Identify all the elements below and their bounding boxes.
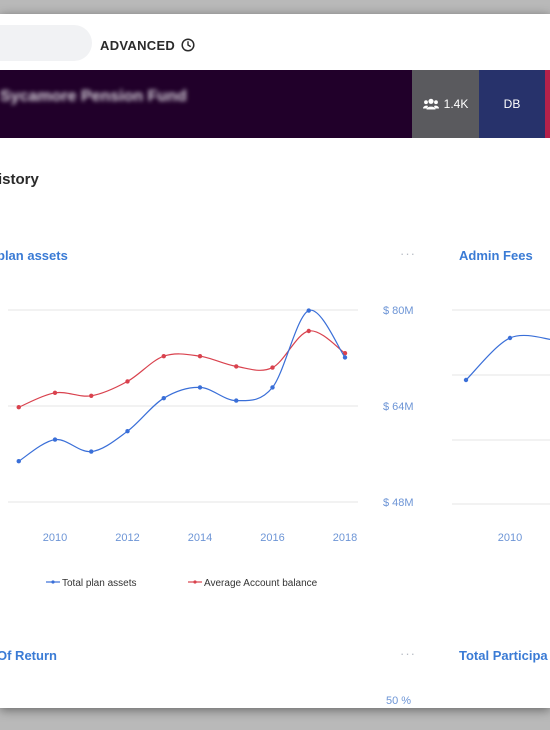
y-tick-label: 50 %: [386, 695, 411, 707]
series-line: [18, 309, 346, 462]
y-tick-label: $ 64M: [383, 401, 414, 413]
legend-label: Average Account balance: [204, 578, 318, 589]
plan-assets-chart: $ 80M $ 64M $ 48M 2010 2012 2014 2016 2018 Total…: [8, 305, 414, 589]
x-tick-label: 2016: [260, 532, 284, 544]
data-point: [463, 377, 469, 383]
data-point: [161, 354, 166, 359]
plan-assets-more-button[interactable]: ···: [400, 246, 416, 261]
plan-type-badge[interactable]: DB: [479, 70, 545, 138]
rate-of-return-card-title[interactable]: Of Return: [0, 648, 57, 663]
fund-banner: Sycamore Pension Fund 1.4K DB: [0, 70, 550, 138]
app-window: ADVANCED Sycamore Pension Fund 1.4K DB i…: [0, 14, 550, 708]
x-tick-label: 2018: [333, 532, 357, 544]
data-point: [234, 398, 239, 403]
data-point: [161, 396, 166, 401]
advanced-search-button[interactable]: ADVANCED: [100, 35, 195, 55]
y-tick-label: $ 80M: [383, 305, 414, 317]
data-point: [52, 390, 58, 395]
data-point: [52, 437, 58, 442]
data-point: [306, 328, 311, 334]
data-point: [197, 354, 203, 359]
rate-of-return-chart: 50 %: [386, 695, 411, 707]
admin-fees-card-title[interactable]: Admin Fees: [459, 248, 533, 263]
data-point: [16, 459, 21, 464]
data-point: [342, 355, 348, 360]
legend-swatch-dot: [51, 580, 55, 584]
data-point: [234, 364, 239, 369]
x-tick-label: 2012: [115, 532, 139, 544]
admin-fees-chart: 2010: [452, 309, 550, 544]
users-icon: [422, 98, 439, 110]
data-point: [507, 335, 513, 341]
x-tick-label: 2010: [43, 532, 67, 544]
x-tick-label: 2014: [188, 532, 212, 544]
series-line: [18, 330, 346, 408]
clock-icon: [181, 38, 195, 52]
fund-name: Sycamore Pension Fund: [0, 88, 187, 105]
data-point: [270, 365, 275, 370]
badge-edge: [545, 70, 550, 138]
legend-swatch-dot: [193, 580, 197, 584]
y-tick-label: $ 48M: [383, 497, 414, 509]
data-point: [89, 393, 94, 398]
data-point: [125, 379, 130, 384]
rate-of-return-more-button[interactable]: ···: [400, 646, 416, 661]
search-input[interactable]: [0, 25, 92, 61]
data-point: [197, 385, 203, 390]
data-point: [16, 405, 21, 410]
x-tick-label: 2010: [498, 532, 522, 544]
legend-label: Total plan assets: [62, 578, 137, 589]
data-point: [125, 429, 130, 434]
top-toolbar: ADVANCED: [0, 14, 550, 70]
series-line: [465, 334, 550, 381]
plan-assets-card-title[interactable]: plan assets: [0, 248, 68, 263]
data-point: [306, 308, 311, 313]
plan-type-label: DB: [503, 97, 521, 111]
data-point: [270, 385, 275, 390]
advanced-label: ADVANCED: [100, 37, 176, 53]
section-title: istory: [0, 171, 39, 188]
data-point: [89, 449, 94, 454]
total-participants-card-title[interactable]: Total Participa: [459, 648, 548, 663]
members-count: 1.4K: [443, 97, 469, 111]
members-badge[interactable]: 1.4K: [412, 70, 479, 138]
data-point: [342, 351, 348, 356]
